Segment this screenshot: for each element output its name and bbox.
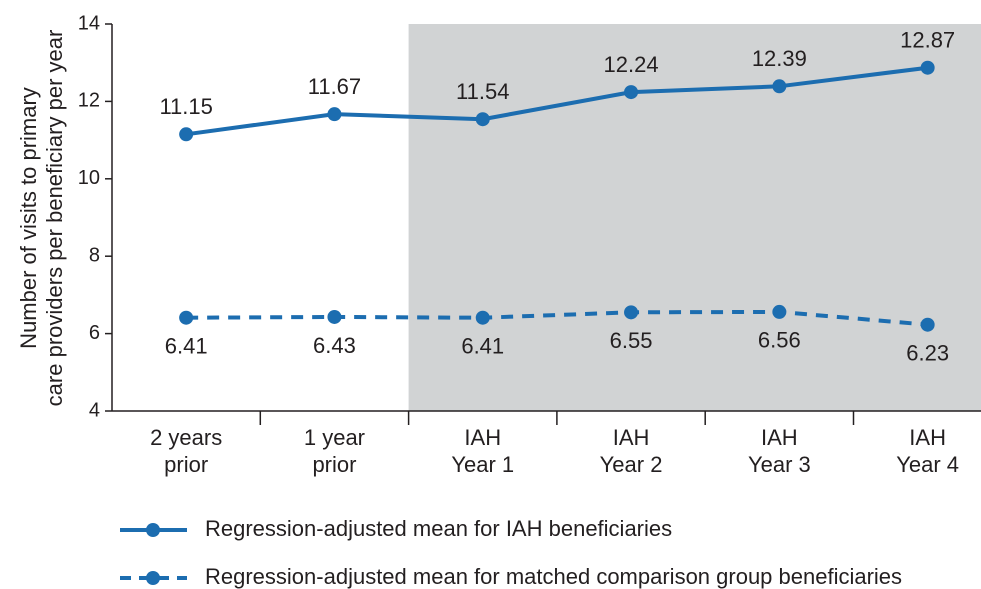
series-line bbox=[186, 309, 928, 327]
data-label: 6.43 bbox=[313, 333, 356, 358]
data-label: 11.15 bbox=[159, 94, 212, 119]
data-point bbox=[920, 317, 935, 332]
data-label: 6.41 bbox=[165, 334, 208, 359]
legend-label: Regression-adjusted mean for IAH benefic… bbox=[205, 516, 672, 541]
series-line bbox=[185, 65, 928, 137]
data-label: 6.23 bbox=[906, 341, 949, 366]
y-axis-label: Number of visits to primary care provide… bbox=[16, 30, 67, 407]
y-tick-label: 14 bbox=[78, 12, 100, 34]
y-tick-label: 4 bbox=[89, 399, 100, 421]
x-tick-label: Year 3 bbox=[748, 452, 811, 477]
data-label: 6.41 bbox=[461, 334, 504, 359]
y-axis-label-line: care providers per beneficiary per year bbox=[42, 30, 67, 407]
data-label: 11.54 bbox=[456, 79, 509, 104]
legend-marker bbox=[146, 523, 160, 537]
legend-marker bbox=[146, 571, 160, 585]
y-tick-label: 8 bbox=[89, 244, 100, 266]
y-tick-label: 10 bbox=[78, 167, 100, 189]
data-point bbox=[624, 305, 639, 320]
data-point bbox=[920, 60, 935, 75]
x-tick-label: IAH bbox=[464, 425, 501, 450]
data-point bbox=[772, 304, 787, 319]
x-tick-label: IAH bbox=[613, 425, 650, 450]
x-tick-label: 2 years bbox=[150, 425, 222, 450]
data-label: 11.67 bbox=[308, 74, 361, 99]
data-label: 6.56 bbox=[758, 328, 801, 353]
x-tick-label: prior bbox=[312, 452, 356, 477]
x-tick-label: IAH bbox=[909, 425, 946, 450]
data-point bbox=[475, 112, 490, 127]
x-tick-label: prior bbox=[164, 452, 208, 477]
x-tick-label: Year 4 bbox=[896, 452, 959, 477]
data-point bbox=[327, 309, 342, 324]
data-label: 12.39 bbox=[752, 46, 807, 71]
y-tick-label: 6 bbox=[89, 322, 100, 344]
data-point bbox=[179, 310, 194, 325]
y-axis-label-line: Number of visits to primary bbox=[16, 87, 41, 349]
data-point bbox=[475, 310, 490, 325]
x-tick-label: Year 2 bbox=[600, 452, 663, 477]
data-point bbox=[772, 79, 787, 94]
x-tick-label: IAH bbox=[761, 425, 798, 450]
data-point bbox=[624, 85, 639, 100]
x-tick-label: Year 1 bbox=[451, 452, 514, 477]
data-point bbox=[327, 107, 342, 122]
data-label: 12.24 bbox=[604, 52, 659, 77]
x-tick-label: 1 year bbox=[304, 425, 365, 450]
legend-label: Regression-adjusted mean for matched com… bbox=[205, 564, 902, 589]
data-label: 12.87 bbox=[900, 28, 955, 53]
y-tick-label: 12 bbox=[78, 90, 100, 112]
data-label: 6.55 bbox=[610, 328, 653, 353]
data-point bbox=[179, 127, 194, 142]
